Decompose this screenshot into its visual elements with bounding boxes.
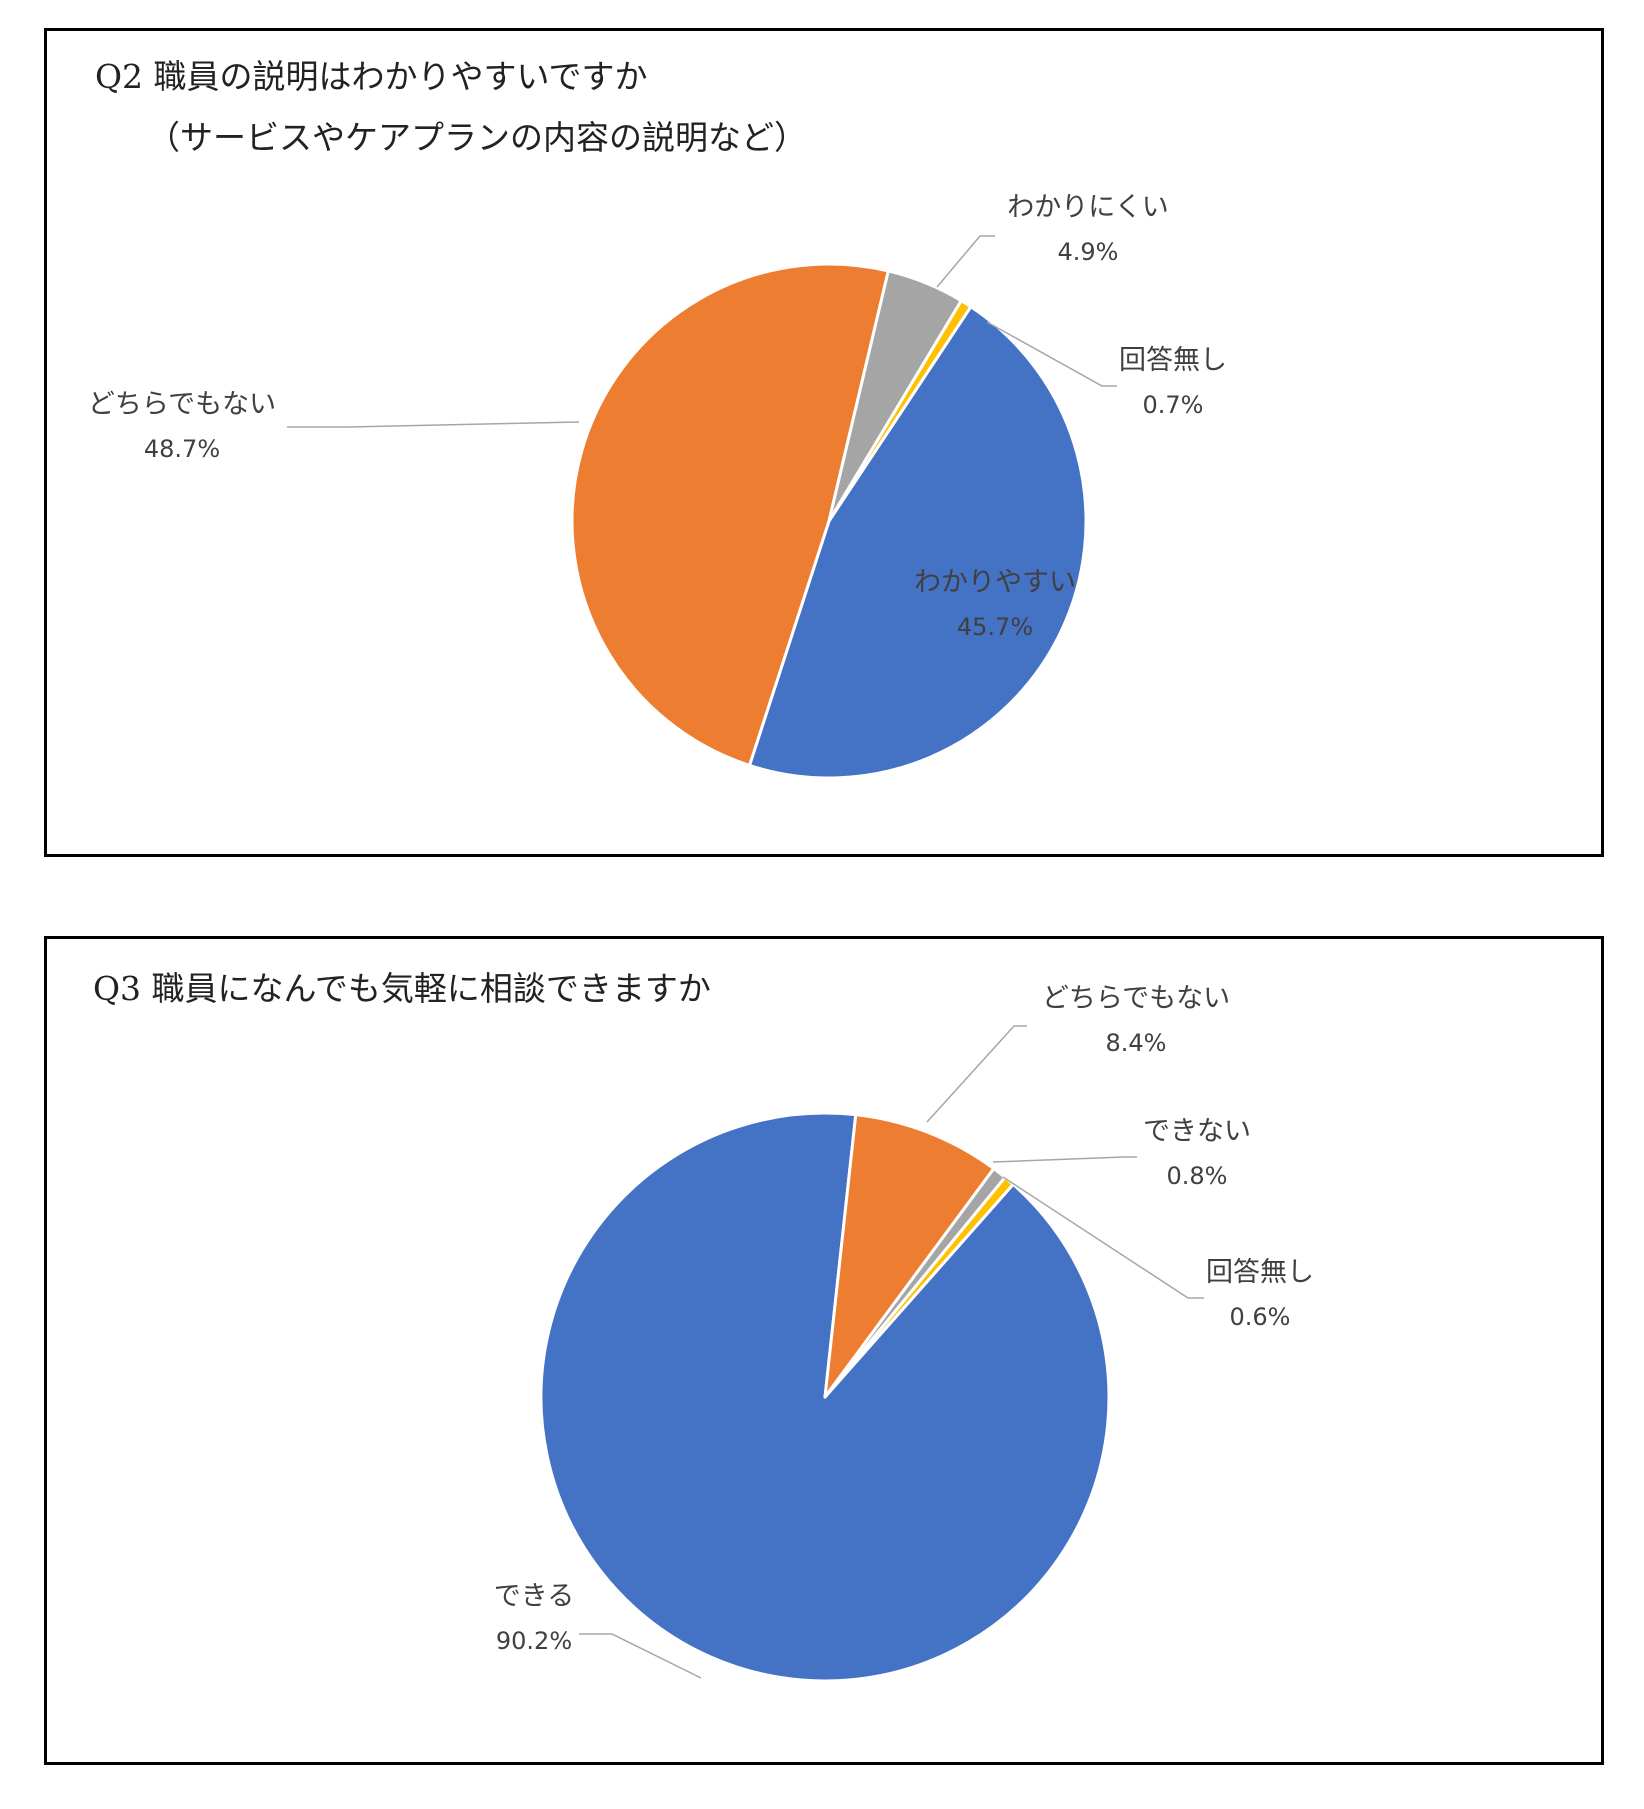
chart-panel-q3: Q3 職員になんでも気軽に相談できますか できる 90.2% どちらでもない 8.4%… [44,936,1604,1765]
data-label-name-q2-0: わかりやすい [914,567,1076,598]
data-label-name-q3-1: どちらでもない [1042,983,1230,1014]
leader-line-q3-0 [579,1633,702,1679]
leader-line-q3-2 [992,1156,1137,1163]
leader-line-q3-1 [926,1025,1027,1123]
data-label-value-q2-0: 45.7% [957,613,1033,641]
data-label-value-q3-3: 0.6% [1230,1303,1291,1331]
data-label-name-q3-2: できない [1143,1116,1251,1147]
data-label-value-q3-1: 8.4% [1106,1029,1167,1057]
data-label-name-q2-1: どちらでもない [88,389,276,420]
pie-slice-q2-1 [570,262,890,767]
pie-slice-q2-3 [827,299,973,523]
data-label-value-q3-2: 0.8% [1167,1162,1228,1190]
leader-line-q2-1 [287,421,580,428]
data-label-value-q3-0: 90.2% [496,1627,572,1655]
leader-line-q2-3 [986,321,1117,387]
data-label-value-q2-1: 48.7% [144,435,220,463]
data-label-value-q2-3: 0.7% [1143,391,1204,419]
pie-chart-q2: わかりやすい 45.7% どちらでもない 48.7% わかりにくい 4.9% 回答無し 0.7… [88,192,1227,780]
pie-slice-q2-0 [747,305,1088,780]
data-label-name-q2-2: わかりにくい [1007,192,1168,223]
leader-line-q2-2 [936,235,995,288]
pie-chart-q3: できる 90.2% どちらでもない 8.4% できない 0.8% 回答無し 0.6% [494,983,1314,1683]
chart-title-q2: Q2 職員の説明はわかりやすいですか [95,57,648,96]
chart-subtitle-q2: （サービスやケアプランの内容の説明など） [147,118,807,157]
data-label-name-q3-3: 回答無し [1206,1257,1314,1288]
chart-title-q3: Q3 職員になんでも気軽に相談できますか [93,969,711,1008]
data-label-value-q2-2: 4.9% [1058,238,1119,266]
data-label-name-q2-3: 回答無し [1119,345,1227,376]
pie-slice-q3-1 [823,1113,996,1399]
data-label-name-q3-0: できる [494,1581,574,1612]
leader-line-q3-3 [1002,1176,1204,1299]
chart-panel-q2: Q2 職員の説明はわかりやすいですか （サービスやケアプランの内容の説明など） … [44,28,1604,857]
